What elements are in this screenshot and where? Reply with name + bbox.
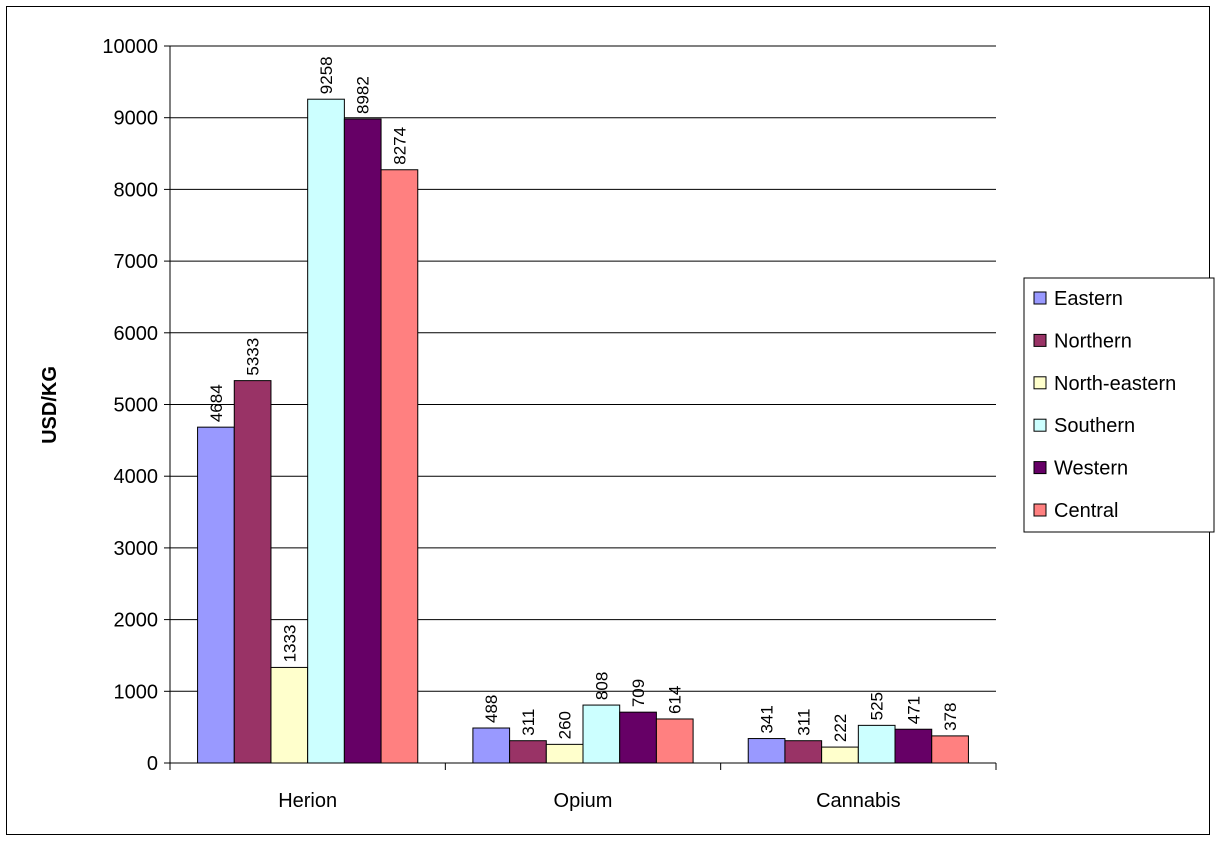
data-label: 525 (868, 692, 887, 720)
bar (343, 118, 382, 764)
legend-swatch (1033, 503, 1047, 517)
bar (857, 724, 896, 764)
bars (197, 98, 969, 764)
y-tick-label: 9000 (114, 108, 159, 130)
bar (747, 738, 786, 764)
gridlines (170, 45, 996, 692)
bar (894, 728, 933, 764)
y-axis-title: USD/KG (39, 366, 61, 444)
legend-swatch (1033, 376, 1047, 390)
data-label: 488 (482, 695, 501, 723)
bar (545, 743, 584, 764)
bar (197, 426, 235, 764)
bar (233, 380, 272, 764)
data-label: 8982 (354, 76, 373, 114)
data-label: 709 (629, 679, 648, 707)
bar (619, 711, 657, 764)
data-label: 614 (666, 686, 685, 714)
legend-label: Central (1054, 500, 1118, 522)
bar (931, 735, 969, 764)
bar (821, 746, 859, 764)
legend-swatch (1033, 333, 1047, 347)
legend-label: Northern (1054, 330, 1132, 352)
y-tick-label: 5000 (114, 395, 159, 417)
bar (784, 740, 823, 764)
legend-swatch (1033, 418, 1047, 432)
y-tick-label: 0 (147, 753, 158, 775)
data-label: 8274 (390, 127, 409, 165)
y-tick-label: 1000 (114, 681, 159, 703)
legend-label: Eastern (1054, 288, 1123, 310)
y-tick-label: 7000 (114, 251, 159, 273)
y-tick-label: 3000 (114, 538, 159, 560)
bar (509, 740, 547, 764)
x-tick-label: Opium (554, 790, 613, 812)
y-tick-label: 2000 (114, 610, 159, 632)
data-label: 808 (592, 672, 611, 700)
axes: 0 1000 2000 3000 4000 5000 6000 7000 8000 9000 100… (102, 36, 997, 812)
y-tick-label: 6000 (114, 323, 159, 345)
x-tick-label: Cannabis (816, 790, 901, 812)
legend-label: North-eastern (1054, 373, 1176, 395)
data-label: 378 (941, 703, 960, 731)
data-labels: 4684 5333 1333 9258 8982 8274 488 311 260 808 709 6… (207, 56, 960, 742)
y-tick-label: 10000 (102, 36, 158, 58)
y-tick-label: 8000 (114, 179, 159, 201)
legend: Eastern Northern North-eastern Southern West… (1023, 277, 1215, 533)
bar (307, 98, 345, 764)
data-label: 471 (904, 696, 923, 724)
legend-label: Southern (1054, 415, 1135, 437)
bar (655, 718, 694, 764)
bar (472, 727, 511, 764)
data-label: 5333 (244, 338, 263, 376)
bar (582, 704, 621, 764)
data-label: 260 (556, 711, 575, 739)
bar (270, 666, 309, 764)
y-tick-label: 4000 (114, 466, 159, 488)
data-label: 311 (519, 709, 538, 736)
data-label: 9258 (317, 56, 336, 94)
legend-swatch (1033, 291, 1047, 305)
bar (380, 169, 419, 764)
legend-swatch (1033, 461, 1047, 475)
x-tick-label: Herion (278, 790, 337, 812)
legend-label: Western (1054, 458, 1128, 480)
data-label: 4684 (207, 384, 226, 422)
legend-box (1023, 277, 1215, 533)
data-label: 341 (758, 705, 777, 733)
data-label: 222 (831, 714, 850, 742)
data-label: 311 (794, 709, 813, 736)
data-label: 1333 (280, 625, 299, 663)
